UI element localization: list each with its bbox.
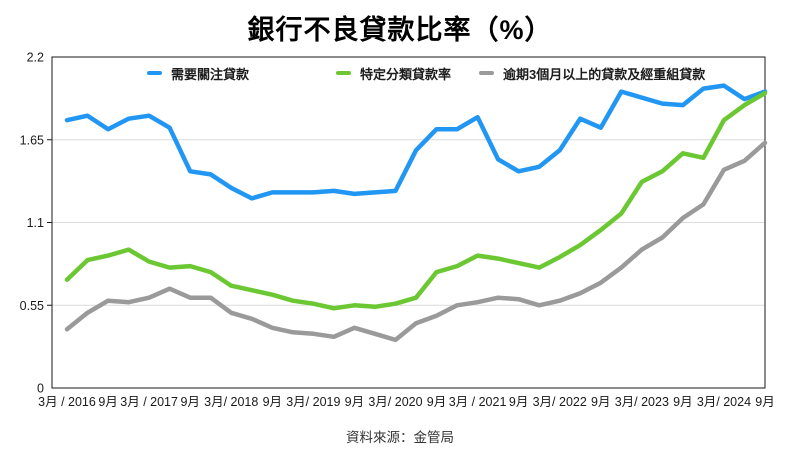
x-axis-label: 9月: [509, 395, 528, 409]
x-axis-label: 9月: [755, 395, 774, 409]
legend-swatch-special-mention: [147, 71, 162, 75]
legend-item-overdue-rescheduled: 逾期3個月以上的貸款及經重組貸款: [479, 63, 705, 83]
y-axis-label: 0: [37, 382, 44, 396]
y-axis-label: 2.2: [27, 51, 44, 65]
series-line-special-mention: [64, 83, 768, 201]
legend-label-special-mention: 需要關注貸款: [171, 66, 250, 82]
series-line-classified: [64, 90, 768, 311]
x-axis-label: 3月 / 2021: [449, 395, 507, 409]
x-axis-label: 3月/ 2022: [533, 395, 587, 409]
x-axis-label: 3月/ 2020: [368, 395, 422, 409]
chart-title: 銀行不良貸款比率（%）: [247, 15, 553, 45]
x-axis-label: 9月: [427, 395, 446, 409]
legend-item-classified: 特定分類貸款率: [336, 63, 451, 83]
x-axis-label: 9月: [98, 395, 117, 409]
legend-label-classified: 特定分類貸款率: [360, 66, 452, 82]
legend-item-special-mention: 需要關注貸款: [147, 63, 249, 83]
x-axis-label: 9月: [263, 395, 282, 409]
y-axis-label: 1.1: [27, 216, 44, 230]
x-axis-label: 3月/ 2018: [204, 395, 258, 409]
x-axis-label: 9月: [345, 395, 364, 409]
data-source: 資料來源：金管局: [346, 430, 454, 445]
legend: 需要關注貸款 特定分類貸款率 逾期3個月以上的貸款及經重組貸款: [0, 63, 800, 83]
x-axis-label: 3月/ 2019: [286, 395, 340, 409]
x-axis-label: 3月 / 2016: [38, 395, 96, 409]
y-axis-label: 1.65: [20, 133, 44, 147]
x-axis-label: 9月: [673, 395, 692, 409]
x-axis-label: 3月 / 2017: [120, 395, 178, 409]
x-axis-label: 3月/ 2023: [615, 395, 669, 409]
series-line-overdue-rescheduled: [64, 140, 768, 343]
x-axis-label: 9月: [180, 395, 199, 409]
x-axis-label: 9月: [591, 395, 610, 409]
legend-swatch-overdue-rescheduled: [479, 71, 494, 75]
y-axis-label: 0.55: [20, 299, 44, 313]
x-axis-label: 3月/ 2024: [697, 395, 751, 409]
legend-swatch-classified: [336, 71, 351, 75]
legend-label-overdue-rescheduled: 逾期3個月以上的貸款及經重組貸款: [503, 66, 706, 82]
